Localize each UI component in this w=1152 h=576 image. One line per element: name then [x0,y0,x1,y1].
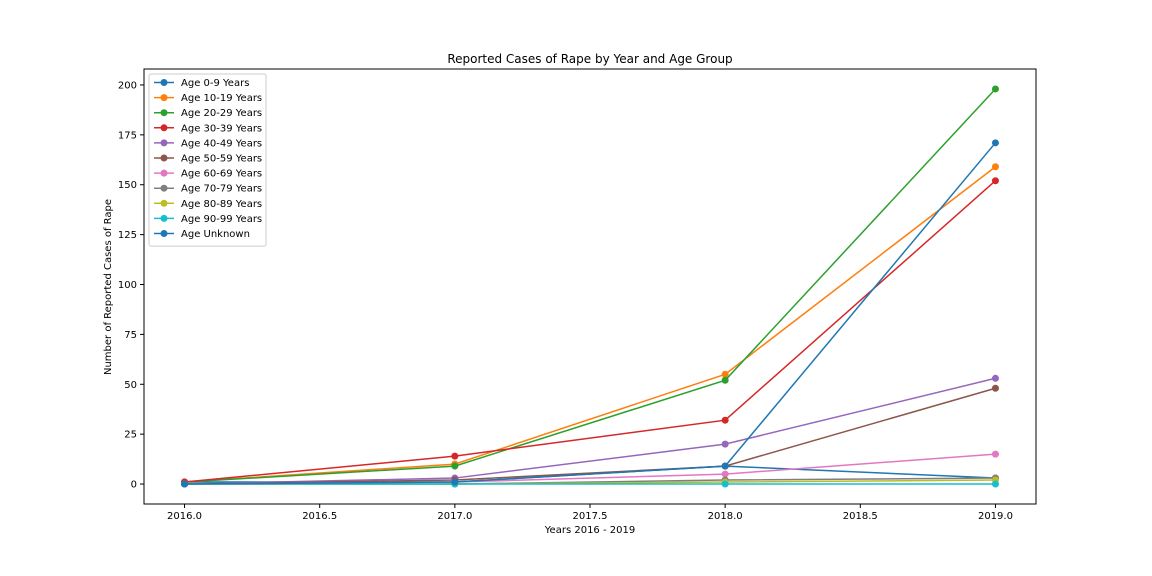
series-line [184,142,997,485]
data-point [721,480,729,488]
y-axis-label: Number of Reported Cases of Rape [103,199,114,375]
x-tick-label: 2018.0 [708,511,743,522]
data-point [991,384,999,392]
data-point [991,450,999,458]
legend-label: Age 50-59 Years [181,154,262,165]
data-point [721,416,729,424]
legend-label: Age 10-19 Years [181,93,262,104]
x-tick-label: 2018.5 [843,511,878,522]
y-tick-label: 100 [118,280,137,291]
legend-swatch-marker [160,214,168,222]
legend-label: Age 30-39 Years [181,123,262,134]
legend-item: Age 70-79 Years [154,184,262,195]
legend-swatch-marker [160,184,168,192]
series-line [184,88,997,483]
x-tick-label: 2019.0 [978,511,1013,522]
series-4 [181,177,999,486]
x-axis: 2016.0 2016.5 2017.0 2017.5 2018.0 2018.5 2019… [167,504,1013,522]
y-tick-label: 75 [124,330,137,341]
legend-swatch-marker [160,199,168,207]
data-point [991,139,999,147]
y-tick-label: 125 [118,230,137,241]
series-line [184,387,996,485]
legend-item: Age 40-49 Years [154,138,262,149]
data-point [991,163,999,171]
data-point [181,480,189,488]
series-line [184,180,996,483]
legend-label: Age 0-9 Years [181,78,249,89]
data-point [991,85,999,93]
series-line [184,166,996,483]
series-11 [181,139,999,488]
y-tick-label: 200 [118,80,137,91]
y-axis: 0 25 50 75 100 125 150 175 200 [118,80,144,491]
data-point [991,374,999,382]
data-point [721,376,729,384]
y-tick-label: 175 [118,130,137,141]
legend-item: Age Unknown [154,229,250,240]
data-point [451,452,459,460]
legend-label: Age Unknown [181,229,250,240]
legend-swatch-marker [160,94,168,102]
legend-swatch-marker [160,230,168,237]
legend-label: Age 90-99 Years [181,214,262,225]
data-point [721,370,729,378]
legend-item: Age 80-89 Years [154,199,262,210]
series-line [184,377,996,485]
x-tick-label: 2017.0 [437,511,472,522]
legend-item: Age 50-59 Years [154,154,262,165]
x-axis-label: Years 2016 - 2019 [544,525,635,536]
legend-label: Age 80-89 Years [181,199,262,210]
legend-swatch-marker [160,154,168,162]
series-2 [181,163,999,486]
x-tick-label: 2017.5 [573,511,608,522]
legend-swatch-marker [160,139,168,147]
series-layer [181,85,999,488]
y-tick-label: 150 [118,180,137,191]
legend-frame [148,73,267,247]
legend-label: Age 70-79 Years [181,184,262,195]
legend-swatch-marker [160,79,168,86]
data-point [991,480,999,488]
data-point [721,462,729,470]
y-tick-label: 25 [124,430,137,441]
chart-title: Reported Cases of Rape by Year and Age G… [447,52,732,66]
legend: Age 0-9 Years Age 10-19 Years Age 20-29 Ye… [148,73,267,247]
legend-item: Age 0-9 Years [154,78,249,89]
legend-item: Age 20-29 Years [154,108,262,119]
legend-item: Age 10-19 Years [154,93,262,104]
data-point [991,177,999,185]
data-point [451,462,459,470]
legend-label: Age 60-69 Years [181,169,262,180]
legend-item: Age 90-99 Years [154,214,262,225]
legend-swatch-marker [160,124,168,132]
y-tick-label: 50 [124,380,137,391]
legend-swatch-marker [160,169,168,177]
x-tick-label: 2016.0 [167,511,202,522]
legend-label: Age 40-49 Years [181,138,262,149]
y-tick-label: 0 [131,480,137,491]
data-point [451,478,459,486]
data-point [721,470,729,478]
legend-item: Age 60-69 Years [154,169,262,180]
data-point [721,440,729,448]
legend-label: Age 20-29 Years [181,108,262,119]
legend-swatch-marker [160,109,168,117]
x-tick-label: 2016.5 [302,511,337,522]
legend-item: Age 30-39 Years [154,123,262,134]
